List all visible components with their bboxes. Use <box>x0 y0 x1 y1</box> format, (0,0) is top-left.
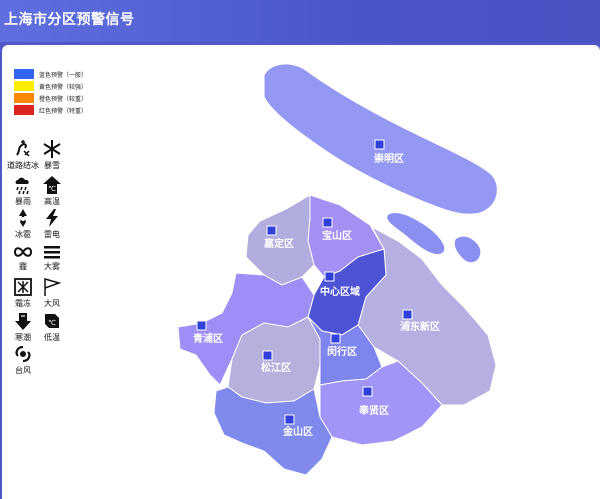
district-label-center: 中心区域 <box>320 285 360 298</box>
legend-swatch <box>14 93 34 103</box>
warning-frost[interactable]: 霜冻 <box>10 277 36 309</box>
typhoon-icon <box>15 345 31 363</box>
station-marker-pudong[interactable] <box>402 309 413 320</box>
hail-icon <box>19 209 27 227</box>
warning-low-temp[interactable]: ℃ 低温 <box>39 311 65 343</box>
warning-label: 大雾 <box>44 262 60 271</box>
warning-fog[interactable]: 大雾 <box>39 244 65 272</box>
district-jiading[interactable] <box>245 194 315 286</box>
header-bar: 上海市分区预警信号 <box>0 0 600 42</box>
station-marker-jiading[interactable] <box>266 225 277 236</box>
legend-swatch <box>14 105 34 115</box>
heat-icon: ℃ <box>43 176 61 194</box>
warning-label: 高温 <box>44 197 60 206</box>
station-marker-minhang[interactable] <box>330 333 341 344</box>
warning-cold-wave[interactable]: 寒潮 <box>10 311 36 343</box>
warning-thunder[interactable]: 雷电 <box>39 208 65 240</box>
district-markers <box>196 139 413 425</box>
warning-label: 霾 <box>19 262 27 271</box>
shanghai-district-map: 崇明区 嘉定区 宝山区 中心区域 浦东新区 青浦区 松江区 闵行区 奉贤区 金山… <box>177 63 498 476</box>
station-marker-jinshan[interactable] <box>284 414 295 425</box>
district-label-songjiang: 松江区 <box>261 361 291 374</box>
lightning-icon <box>46 209 58 227</box>
map-panel: 蓝色预警（一般） 黄色预警（较强） 橙色预警（较重） 红色预警（特重） 道路结冰… <box>2 45 600 499</box>
island-changxing <box>387 212 445 255</box>
warning-label: 雷电 <box>44 230 60 239</box>
district-label-fengxian: 奉贤区 <box>358 404 389 417</box>
station-marker-baoshan[interactable] <box>322 217 333 228</box>
warning-label: 暴雨 <box>15 197 31 206</box>
cold-wave-icon <box>15 313 31 330</box>
frost-icon <box>14 278 32 296</box>
district-label-jiading: 嘉定区 <box>263 237 294 250</box>
legend-item-yellow: 黄色预警（较强） <box>14 81 87 91</box>
legend-swatch <box>14 81 34 91</box>
warning-hail[interactable]: 冰雹 <box>10 208 36 240</box>
haze-icon <box>13 247 33 257</box>
warning-wind[interactable]: 大风 <box>39 277 65 309</box>
rainstorm-icon <box>15 177 29 195</box>
warning-label: 台风 <box>15 366 31 375</box>
district-label-pudong: 浦东新区 <box>400 320 440 333</box>
warning-heat[interactable]: ℃ 高温 <box>39 175 65 207</box>
warning-label: 暴雪 <box>44 161 60 170</box>
district-label-baoshan: 宝山区 <box>322 229 352 242</box>
district-jinshan[interactable] <box>213 386 333 476</box>
legend-item-blue: 蓝色预警（一般） <box>14 69 87 79</box>
legend-item-orange: 橙色预警（较重） <box>14 93 87 103</box>
legend-swatch <box>14 69 34 79</box>
warning-label: 低温 <box>44 333 60 342</box>
warning-label: 道路结冰 <box>7 161 39 170</box>
svg-text:℃: ℃ <box>48 185 56 193</box>
legend-item-red: 红色预警（特重） <box>14 105 87 115</box>
station-marker-qingpu[interactable] <box>196 320 207 331</box>
island-hengsha <box>454 236 481 263</box>
warning-rainstorm[interactable]: 暴雨 <box>10 175 36 207</box>
warning-label: 寒潮 <box>15 333 31 342</box>
legend-label: 蓝色预警（一般） <box>39 71 88 79</box>
low-temp-icon: ℃ <box>45 314 59 328</box>
legend-label: 橙色预警（较重） <box>39 95 88 103</box>
district-label-qingpu: 青浦区 <box>193 332 223 345</box>
svg-text:℃: ℃ <box>48 319 56 327</box>
fog-icon <box>44 246 60 259</box>
warning-typhoon[interactable]: 台风 <box>10 344 36 376</box>
station-marker-center[interactable] <box>324 271 335 282</box>
warning-label: 霜冻 <box>15 299 31 308</box>
snowflake-icon <box>43 140 61 158</box>
warning-label: 大风 <box>44 299 60 308</box>
warning-blizzard[interactable]: 暴雪 <box>39 139 65 171</box>
warning-road-ice[interactable]: 道路结冰 <box>7 139 39 171</box>
legend-label: 黄色预警（较强） <box>39 83 88 91</box>
warning-label: 冰雹 <box>15 230 31 239</box>
page-title: 上海市分区预警信号 <box>4 12 135 28</box>
warning-haze[interactable]: 霾 <box>10 244 36 272</box>
district-chongming[interactable] <box>263 63 498 215</box>
legend-label: 红色预警（特重） <box>39 107 88 115</box>
district-label-chongming: 崇明区 <box>374 152 404 165</box>
station-marker-chongming[interactable] <box>374 139 385 150</box>
station-marker-songjiang[interactable] <box>262 350 273 361</box>
district-label-jinshan: 金山区 <box>282 425 313 438</box>
district-label-minhang: 闵行区 <box>327 345 357 358</box>
station-marker-fengxian[interactable] <box>362 386 373 397</box>
wind-flag-icon <box>44 278 62 296</box>
road-ice-icon <box>16 140 30 157</box>
